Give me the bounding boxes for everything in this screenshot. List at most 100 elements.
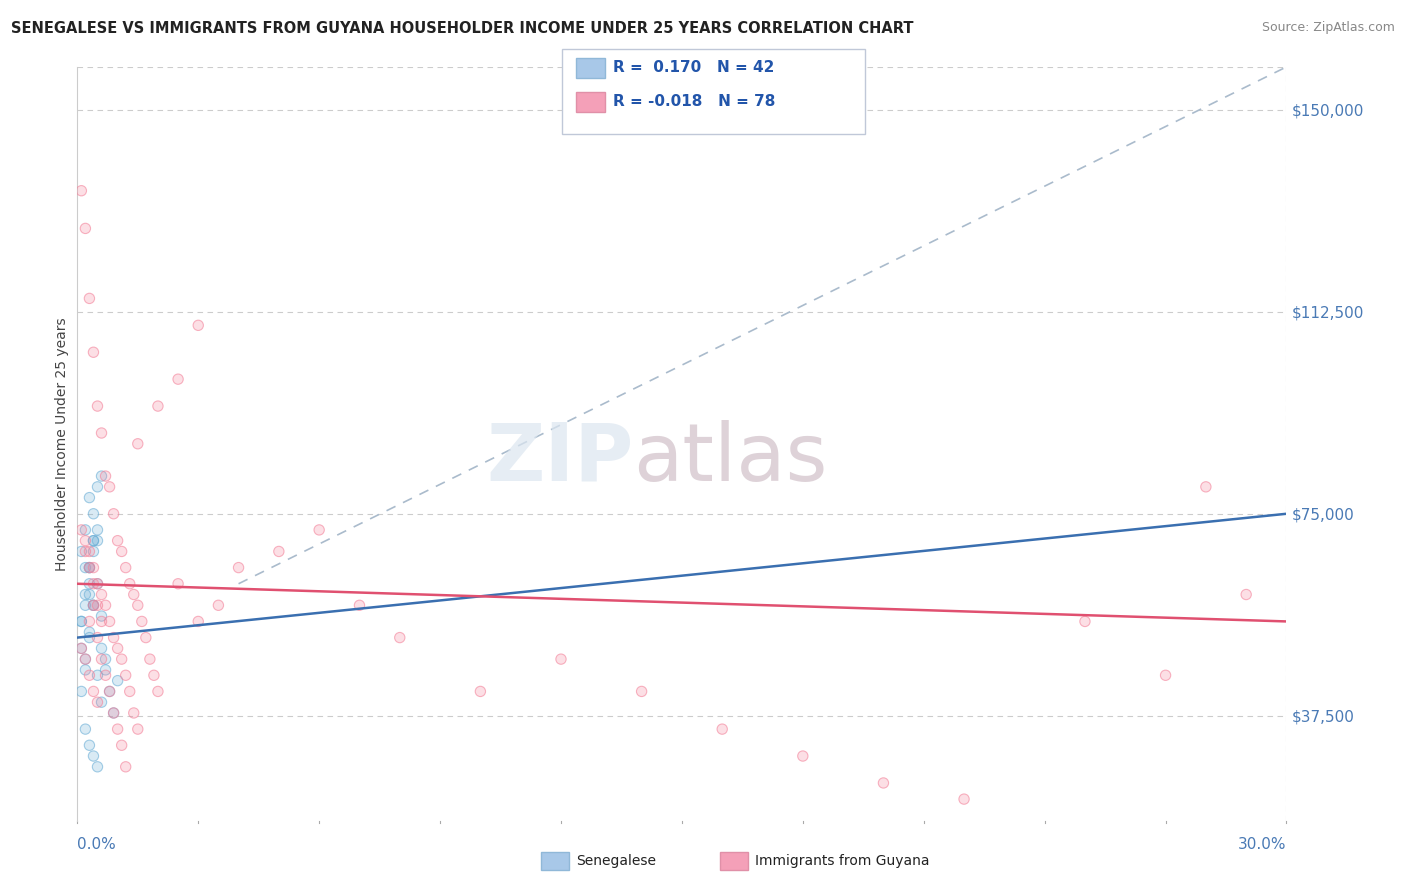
Point bbox=[82, 599, 104, 613]
Point bbox=[70, 615, 93, 629]
Point bbox=[127, 599, 149, 613]
Point bbox=[349, 599, 371, 613]
Point bbox=[470, 684, 492, 698]
Point bbox=[94, 668, 117, 682]
Point bbox=[79, 544, 101, 558]
Point bbox=[70, 523, 93, 537]
Point bbox=[1074, 615, 1097, 629]
Point bbox=[90, 588, 112, 602]
Point bbox=[79, 625, 101, 640]
Point bbox=[107, 533, 129, 548]
Point bbox=[90, 615, 112, 629]
Point bbox=[79, 560, 101, 574]
Point bbox=[127, 437, 149, 451]
Text: SENEGALESE VS IMMIGRANTS FROM GUYANA HOUSEHOLDER INCOME UNDER 25 YEARS CORRELATI: SENEGALESE VS IMMIGRANTS FROM GUYANA HOU… bbox=[11, 21, 914, 36]
Point bbox=[79, 560, 101, 574]
Point bbox=[82, 560, 104, 574]
Point bbox=[82, 599, 104, 613]
Point bbox=[107, 673, 129, 688]
Point bbox=[86, 523, 108, 537]
Point bbox=[82, 533, 104, 548]
Point bbox=[79, 560, 101, 574]
Point bbox=[79, 739, 101, 753]
Point bbox=[86, 631, 108, 645]
Point bbox=[79, 576, 101, 591]
Point bbox=[1154, 668, 1177, 682]
Point bbox=[86, 631, 108, 645]
Point bbox=[107, 641, 129, 656]
Point bbox=[1234, 588, 1257, 602]
Point bbox=[82, 599, 104, 613]
Point bbox=[131, 615, 153, 629]
Point bbox=[75, 722, 97, 736]
Point bbox=[118, 684, 141, 698]
Point bbox=[94, 663, 117, 677]
Point bbox=[82, 576, 104, 591]
Point bbox=[308, 523, 330, 537]
Point bbox=[75, 544, 97, 558]
Point bbox=[86, 668, 108, 682]
Point bbox=[167, 576, 190, 591]
Point bbox=[70, 684, 93, 698]
Point bbox=[75, 221, 97, 235]
Point bbox=[86, 599, 108, 613]
Point bbox=[127, 722, 149, 736]
Point bbox=[90, 609, 112, 624]
Point bbox=[79, 668, 101, 682]
Point bbox=[82, 599, 104, 613]
Point bbox=[228, 560, 250, 574]
Point bbox=[86, 523, 108, 537]
Point bbox=[82, 544, 104, 558]
Point bbox=[90, 641, 112, 656]
Point bbox=[388, 631, 411, 645]
Point bbox=[70, 184, 93, 198]
Point bbox=[82, 544, 104, 558]
Point bbox=[114, 560, 136, 574]
Point bbox=[79, 631, 101, 645]
Point bbox=[70, 641, 93, 656]
Point bbox=[82, 560, 104, 574]
Point bbox=[207, 599, 229, 613]
Point bbox=[82, 749, 104, 764]
Point bbox=[792, 749, 814, 764]
Text: ZIP: ZIP bbox=[486, 420, 634, 498]
Point bbox=[107, 673, 129, 688]
Point bbox=[86, 599, 108, 613]
Point bbox=[267, 544, 290, 558]
Point bbox=[127, 599, 149, 613]
Text: R =  0.170   N = 42: R = 0.170 N = 42 bbox=[613, 60, 775, 75]
Point bbox=[1234, 588, 1257, 602]
Point bbox=[146, 684, 169, 698]
Point bbox=[79, 588, 101, 602]
Point bbox=[187, 615, 209, 629]
Point bbox=[79, 739, 101, 753]
Point bbox=[953, 792, 976, 806]
Point bbox=[86, 533, 108, 548]
Point bbox=[90, 425, 112, 440]
Point bbox=[75, 652, 97, 666]
Point bbox=[86, 695, 108, 709]
Point bbox=[70, 544, 93, 558]
Point bbox=[70, 641, 93, 656]
Point bbox=[79, 615, 101, 629]
Point bbox=[122, 588, 145, 602]
Point bbox=[75, 523, 97, 537]
Point bbox=[75, 599, 97, 613]
Point bbox=[142, 668, 165, 682]
Point bbox=[122, 588, 145, 602]
Point bbox=[86, 760, 108, 774]
Point bbox=[94, 652, 117, 666]
Point bbox=[90, 615, 112, 629]
Point bbox=[98, 684, 121, 698]
Point bbox=[111, 652, 134, 666]
Point bbox=[207, 599, 229, 613]
Point bbox=[86, 576, 108, 591]
Point bbox=[75, 544, 97, 558]
Point bbox=[630, 684, 652, 698]
Point bbox=[111, 544, 134, 558]
Point bbox=[114, 668, 136, 682]
Point bbox=[139, 652, 162, 666]
Point bbox=[75, 533, 97, 548]
Point bbox=[75, 523, 97, 537]
Point bbox=[79, 292, 101, 306]
